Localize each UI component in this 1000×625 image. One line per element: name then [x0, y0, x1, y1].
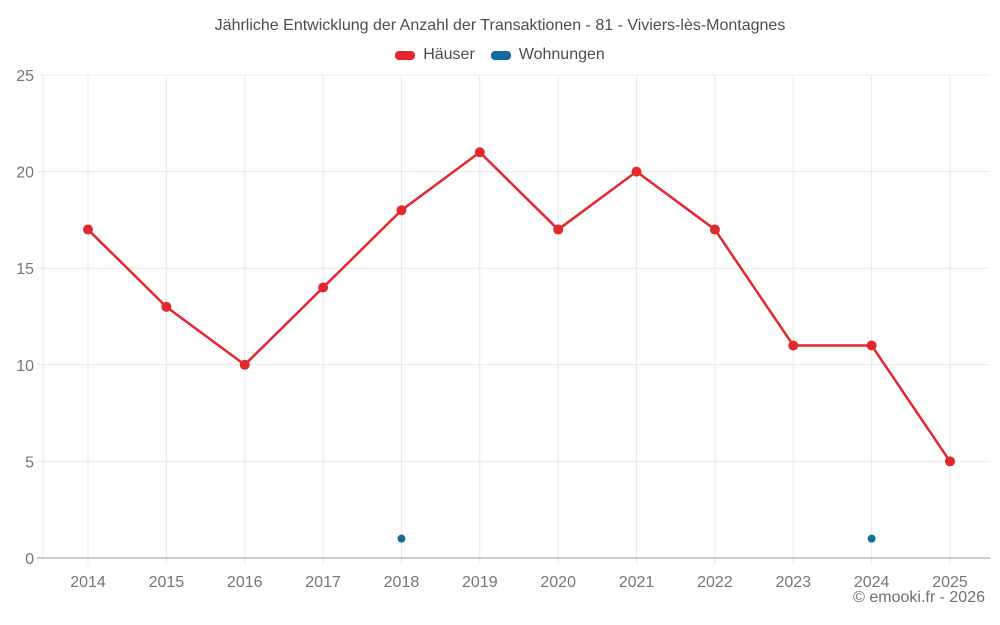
x-axis-tick-label: 2018: [384, 574, 420, 591]
y-axis-tick-label: 20: [16, 165, 34, 182]
data-point-haeuser[interactable]: [945, 456, 955, 467]
chart-title: Jährliche Entwicklung der Anzahl der Tra…: [214, 17, 786, 34]
x-axis-tick-label: 2014: [70, 574, 106, 591]
data-point-wohnungen[interactable]: [867, 534, 876, 543]
data-point-haeuser[interactable]: [396, 205, 407, 216]
x-axis-tick-label: 2016: [227, 574, 263, 591]
data-point-haeuser[interactable]: [631, 166, 642, 177]
y-axis-tick-label: 25: [16, 68, 34, 85]
data-point-haeuser[interactable]: [788, 340, 799, 351]
legend-label-wohnungen: Wohnungen: [518, 46, 605, 63]
data-point-haeuser[interactable]: [318, 282, 329, 293]
x-axis-tick-label: 2017: [305, 574, 341, 591]
haeuser-series-swatch-icon: [395, 50, 416, 60]
data-point-haeuser[interactable]: [866, 340, 877, 351]
x-axis-tick-label: 2019: [462, 574, 498, 591]
data-point-haeuser[interactable]: [709, 224, 720, 235]
x-axis-tick-label: 2023: [775, 574, 811, 591]
x-axis-tick-label: 2015: [149, 574, 185, 591]
legend-label-haeuser: Häuser: [423, 46, 475, 63]
y-axis-tick-label: 15: [16, 261, 34, 278]
x-axis-tick-label: 2025: [932, 574, 968, 591]
data-point-haeuser[interactable]: [474, 147, 485, 158]
data-point-wohnungen[interactable]: [397, 534, 406, 543]
x-axis-tick-label: 2022: [697, 574, 733, 591]
y-axis-tick-label: 10: [16, 358, 34, 375]
data-point-haeuser[interactable]: [161, 301, 172, 312]
data-point-haeuser[interactable]: [239, 359, 250, 370]
y-axis-tick-label: 5: [25, 454, 34, 471]
data-point-haeuser[interactable]: [83, 224, 93, 235]
wohnungen-series-swatch-icon: [490, 50, 511, 60]
data-point-haeuser[interactable]: [553, 224, 564, 235]
x-axis-tick-label: 2020: [540, 574, 576, 591]
copyright: © emooki.fr - 2026: [853, 589, 985, 606]
x-axis-tick-label: 2021: [619, 574, 655, 591]
x-axis-tick-label: 2024: [854, 574, 890, 591]
legend-item-haeuser[interactable]: Häuser: [395, 46, 475, 64]
series-line-haeuser: [86, 151, 952, 463]
y-axis-tick-label: 0: [25, 551, 34, 568]
legend-item-wohnungen[interactable]: Wohnungen: [490, 46, 605, 64]
legend: Häuser Wohnungen: [0, 46, 1000, 64]
